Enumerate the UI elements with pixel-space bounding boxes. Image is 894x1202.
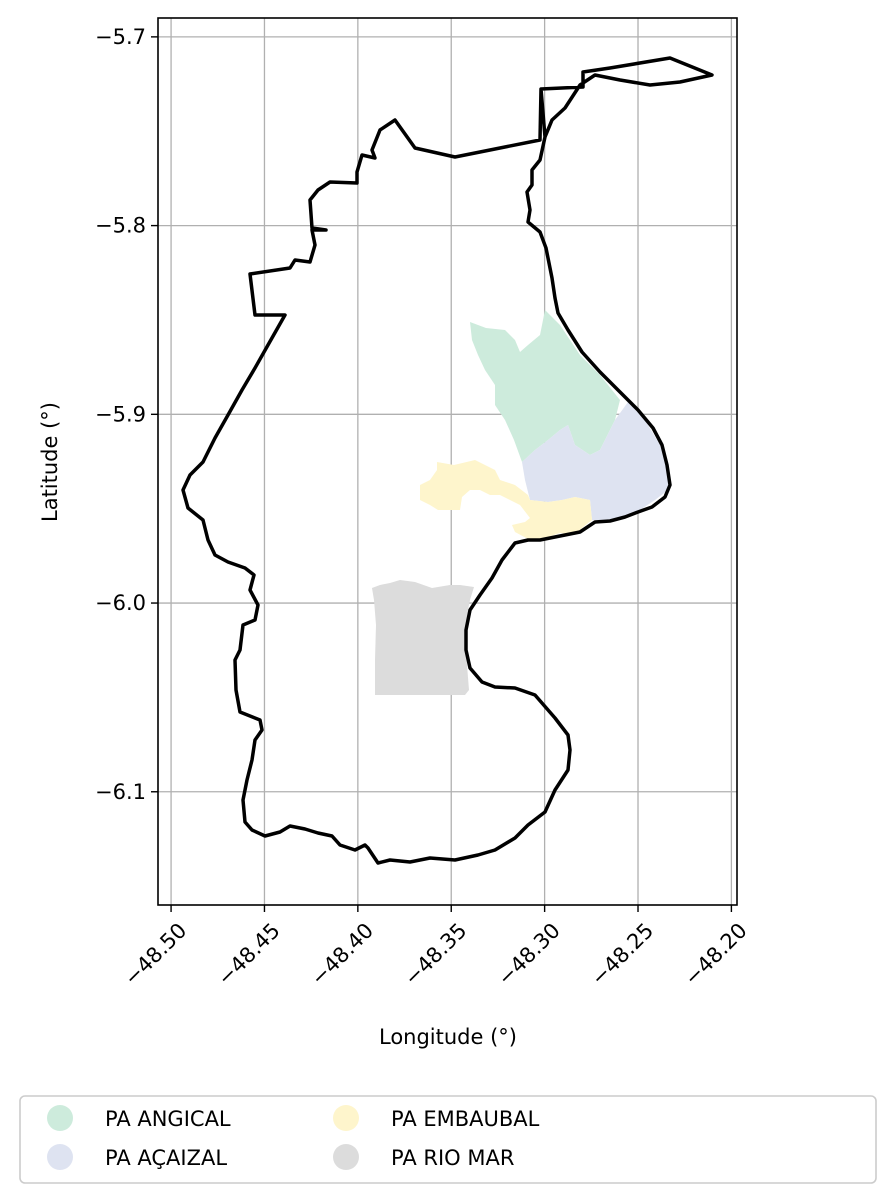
legend-marker bbox=[333, 1144, 359, 1170]
area-pa-embaubal bbox=[420, 460, 592, 540]
x-tick-label: −48.25 bbox=[586, 918, 658, 990]
legend-marker bbox=[333, 1105, 359, 1131]
x-tick-label: −48.35 bbox=[400, 918, 472, 990]
x-tick-label: −48.45 bbox=[213, 918, 285, 990]
legend: PA ANGICAL PA AÇAIZAL PA EMBAUBAL PA RIO MA… bbox=[19, 1095, 877, 1184]
x-axis-title: Longitude (°) bbox=[379, 1025, 517, 1049]
legend-label: PA RIO MAR bbox=[391, 1146, 514, 1170]
legend-label: PA ANGICAL bbox=[105, 1107, 231, 1131]
legend-marker bbox=[47, 1105, 73, 1131]
settlement-areas bbox=[372, 310, 668, 695]
y-tick-label: −5.8 bbox=[95, 214, 146, 238]
y-tick-label: −5.9 bbox=[95, 402, 146, 426]
x-tick-label: −48.50 bbox=[119, 918, 191, 990]
legend-label: PA AÇAIZAL bbox=[105, 1146, 227, 1170]
y-tick-label: −5.7 bbox=[95, 25, 146, 49]
y-axis-title: Latitude (°) bbox=[38, 402, 62, 522]
y-tick-label: −6.1 bbox=[95, 780, 146, 804]
y-tick-label: −6.0 bbox=[95, 591, 146, 615]
x-tick-label: −48.40 bbox=[306, 918, 378, 990]
legend-marker bbox=[47, 1144, 73, 1170]
plot-frame bbox=[157, 17, 738, 906]
area-pa-angical bbox=[470, 310, 620, 462]
municipality-boundary bbox=[181, 56, 714, 865]
area-pa-acaizal bbox=[522, 402, 668, 520]
x-tick-label: −48.20 bbox=[680, 918, 752, 990]
legend-frame bbox=[19, 1095, 877, 1184]
x-tick-label: −48.30 bbox=[493, 918, 565, 990]
y-axis: −5.7 −5.8 −5.9 −6.0 −6.1 bbox=[95, 25, 158, 804]
x-axis: −48.50 −48.45 −48.40 −48.35 −48.30 −48.25 −48.… bbox=[119, 905, 752, 990]
area-pa-rio-mar bbox=[372, 580, 474, 695]
legend-label: PA EMBAUBAL bbox=[391, 1107, 540, 1131]
